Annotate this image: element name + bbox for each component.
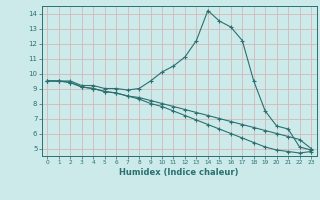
X-axis label: Humidex (Indice chaleur): Humidex (Indice chaleur) [119, 168, 239, 177]
